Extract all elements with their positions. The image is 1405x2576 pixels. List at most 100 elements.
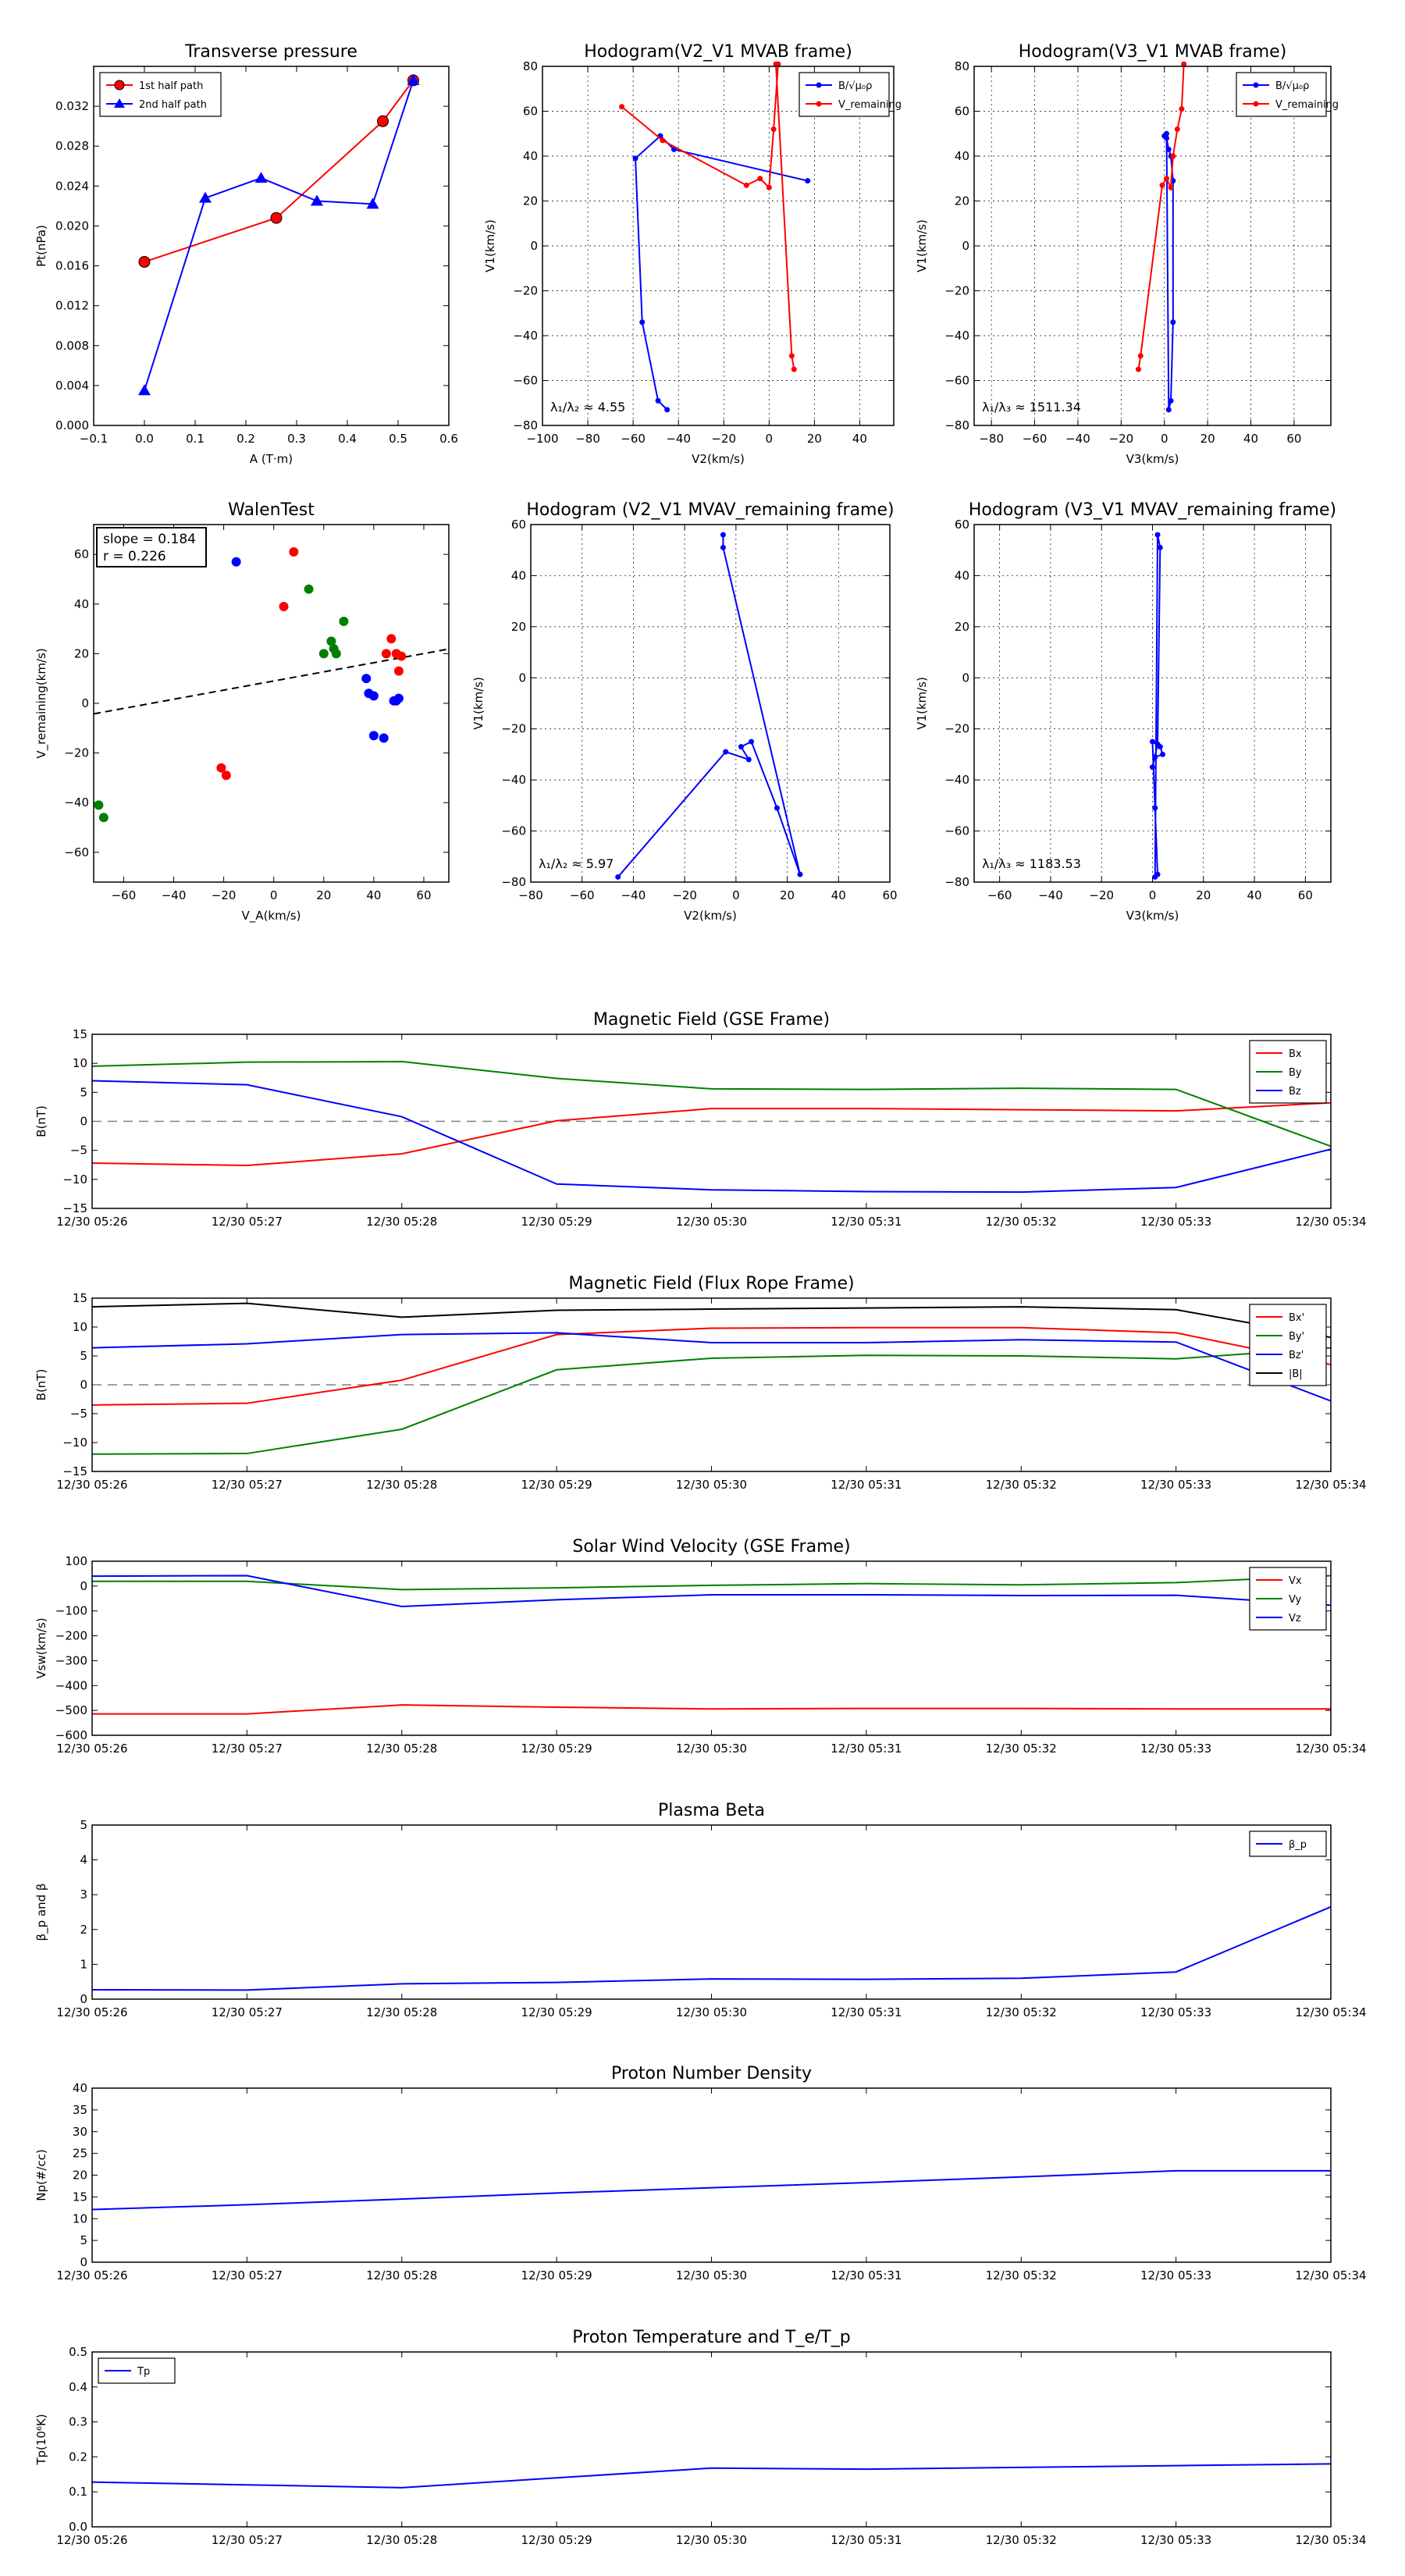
- data-point: [1137, 353, 1144, 359]
- plot-frame: [91, 1297, 1332, 1472]
- y-axis-label: Np(#/cc): [34, 2149, 48, 2201]
- chart-tp: −0.1 0.0 0.1 0.2 0.3 0.4 0.5 0.6 0.000 0.004 0.008…: [34, 42, 458, 466]
- legend-marker: [114, 80, 125, 91]
- plot-frame: [91, 1824, 1332, 2000]
- series-line: [92, 1704, 1331, 1715]
- x-tick-label: 12/30 05:29: [521, 1215, 592, 1229]
- y-tick-label: 20: [523, 194, 538, 208]
- chart-h1: −100 −80 −60 −40 −20 0 20 40−80−60−40−200204060…: [483, 42, 902, 466]
- y-tick-label: 10: [73, 2211, 87, 2226]
- data-point: [1150, 738, 1155, 745]
- series-line: [91, 1302, 1332, 1339]
- x-tick-label: 12/30 05:33: [1140, 1215, 1211, 1229]
- x-tick-label: 12/30 05:26: [56, 1478, 127, 1492]
- y-tick-label: 20: [74, 646, 89, 660]
- x-tick-label: 12/30 05:29: [521, 1742, 592, 1756]
- x-tick-label: 12/30 05:32: [986, 2533, 1057, 2547]
- x-tick-label: 12/30 05:30: [676, 2533, 747, 2547]
- y-tick-label: 0.008: [55, 339, 89, 353]
- x-tick-label: 12/30 05:28: [366, 1742, 437, 1756]
- series-line: [91, 1332, 1332, 1402]
- y-tick-label: −40: [944, 773, 969, 787]
- chart-title: Magnetic Field (Flux Rope Frame): [568, 1274, 854, 1293]
- plot-frame: [93, 524, 450, 883]
- data-point: [304, 584, 314, 594]
- data-point: [279, 601, 289, 611]
- x-tick-label: 12/30 05:34: [1295, 1215, 1366, 1229]
- data-point: [1181, 61, 1187, 67]
- y-tick-label: −40: [64, 795, 89, 809]
- y-tick-label: −500: [55, 1703, 87, 1717]
- x-tick-label: 12/30 05:31: [831, 1215, 902, 1229]
- y-tick-label: 20: [955, 194, 969, 208]
- y-tick-label: 20: [511, 620, 526, 634]
- data-point: [743, 182, 749, 188]
- data-point: [94, 800, 104, 810]
- y-tick-label: −60: [944, 824, 969, 838]
- x-tick-label: 12/30 05:29: [521, 2268, 592, 2282]
- x-tick-label: 12/30 05:32: [986, 2268, 1057, 2282]
- y-tick-label: −10: [62, 1172, 87, 1187]
- x-tick-label: 12/30 05:34: [1295, 2533, 1366, 2547]
- chart-title: Solar Wind Velocity (GSE Frame): [572, 1537, 850, 1557]
- series-line: [1151, 534, 1164, 877]
- y-tick-label: −80: [501, 875, 526, 889]
- data-point: [1159, 182, 1165, 188]
- x-tick-label: −40: [162, 888, 187, 902]
- y-tick-label: −100: [55, 1604, 87, 1618]
- y-tick-label: 40: [523, 149, 538, 163]
- y-tick-label: 80: [955, 59, 969, 73]
- x-tick-label: −80: [979, 432, 1004, 446]
- x-tick-label: 12/30 05:30: [676, 2005, 747, 2019]
- legend-marker: [1253, 82, 1259, 88]
- legend-label: Bx': [1289, 1312, 1304, 1324]
- x-tick-label: 12/30 05:34: [1295, 1478, 1366, 1492]
- x-tick-label: 12/30 05:32: [986, 1742, 1057, 1756]
- y-tick-label: −80: [944, 418, 969, 432]
- data-point: [366, 197, 379, 209]
- y-tick-label: 0: [80, 1579, 87, 1593]
- y-axis-label: Pt(nPa): [34, 225, 48, 267]
- y-tick-label: 15: [73, 2190, 87, 2204]
- x-tick-label: 12/30 05:27: [212, 2533, 283, 2547]
- y-tick-label: −40: [513, 329, 538, 343]
- data-point: [1164, 176, 1170, 182]
- x-tick-label: 0.0: [135, 432, 154, 446]
- y-tick-label: −60: [944, 374, 969, 388]
- series-line: [91, 1060, 1332, 1147]
- chart-title: Hodogram(V3_V1 MVAB frame): [1019, 42, 1287, 62]
- x-tick-label: 60: [1298, 888, 1313, 902]
- x-tick-label: 60: [1286, 432, 1301, 446]
- y-tick-label: 0.032: [55, 99, 89, 113]
- x-tick-label: 12/30 05:30: [676, 1215, 747, 1229]
- series-line: [617, 535, 801, 878]
- y-tick-label: 0.0: [69, 2520, 87, 2534]
- x-tick-label: 0.6: [439, 432, 458, 446]
- y-axis-label: V_remaining(km/s): [34, 648, 49, 758]
- data-point: [397, 651, 407, 661]
- legend-marker: [1253, 101, 1259, 107]
- data-point: [1164, 135, 1170, 141]
- x-tick-label: 12/30 05:28: [366, 2533, 437, 2547]
- x-tick-label: 60: [882, 888, 897, 902]
- x-tick-label: 12/30 05:29: [521, 2005, 592, 2019]
- y-tick-label: 1: [80, 1957, 87, 1971]
- legend-label: 1st half path: [139, 80, 203, 92]
- chart-title: WalenTest: [228, 500, 315, 520]
- plot-frame: [91, 1560, 1332, 1736]
- data-point: [1160, 751, 1166, 757]
- y-axis-label: V1(km/s): [915, 677, 929, 730]
- data-point: [386, 634, 397, 644]
- annotation-text: λ₁/λ₃ ≈ 1183.53: [982, 856, 1081, 871]
- legend-box: [99, 72, 222, 117]
- data-point: [774, 805, 780, 811]
- y-tick-label: 15: [73, 1291, 87, 1305]
- data-point: [318, 649, 329, 659]
- y-tick-label: 5: [80, 2233, 87, 2247]
- x-tick-label: 12/30 05:33: [1140, 2268, 1211, 2282]
- data-point: [632, 155, 638, 162]
- x-tick-label: 12/30 05:31: [831, 1742, 902, 1756]
- y-tick-label: 35: [73, 2103, 87, 2117]
- y-tick-label: 40: [73, 2081, 87, 2095]
- data-point: [660, 137, 666, 144]
